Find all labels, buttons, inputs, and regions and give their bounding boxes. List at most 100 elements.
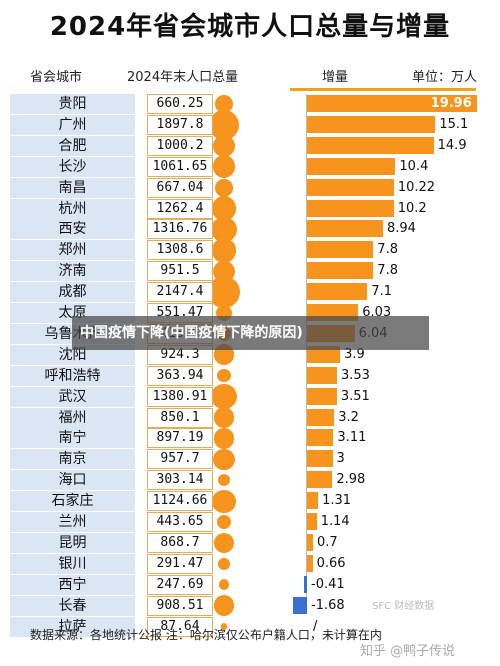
increase-label: 3.11	[337, 430, 367, 446]
increase-label: 7.8	[377, 242, 398, 258]
increase-label: 3.2	[338, 409, 359, 425]
population-value: 2147.4	[147, 282, 213, 303]
increase-bar	[307, 220, 383, 238]
population-bubble	[212, 489, 236, 513]
city-label: 银川	[10, 553, 135, 574]
population-bubble	[211, 237, 237, 263]
city-label: 贵阳	[10, 94, 135, 114]
increase-bar	[307, 157, 396, 175]
population-value: 1061.65	[147, 156, 213, 177]
increase-label: 2.98	[336, 472, 366, 488]
increase-label: 10.2	[397, 200, 427, 216]
increase-label: -1.68	[311, 597, 345, 613]
city-label: 海口	[10, 470, 135, 491]
increase-bar	[303, 575, 307, 593]
population-bubble	[213, 134, 235, 157]
population-bubble	[211, 383, 237, 410]
data-source-note: 数据来源：各地统计公报 注：哈尔滨仅公布户籍人口，未计算在内	[30, 628, 382, 642]
population-value: 1262.4	[147, 198, 213, 219]
chart-title: 2024年省会城市人口总量与增量	[49, 12, 451, 42]
city-label: 昆明	[10, 532, 135, 553]
population-value: 1124.66	[147, 491, 213, 512]
header-unit: 单位：万人	[412, 70, 478, 85]
increase-label: 14.9	[437, 137, 467, 153]
increase-bar	[307, 408, 335, 426]
city-label: 成都	[10, 282, 135, 303]
increase-bar	[307, 366, 337, 384]
population-value: 87.64	[147, 616, 213, 637]
population-bubble	[213, 448, 235, 470]
increase-label: 1.14	[320, 514, 350, 529]
city-label: 郑州	[10, 240, 135, 261]
increase-bar	[307, 450, 333, 468]
header-increase: 增量	[322, 70, 349, 85]
increase-bar	[307, 554, 313, 572]
population-bubble	[213, 428, 235, 449]
city-label: 合肥	[10, 135, 135, 156]
city-label: 石家庄	[10, 491, 135, 512]
population-value: 443.65	[147, 512, 213, 532]
city-label: 南京	[10, 449, 135, 470]
population-value: 1380.91	[147, 386, 213, 407]
zero-axis	[306, 94, 307, 614]
population-bubble	[217, 474, 230, 487]
city-label: 杭州	[10, 198, 135, 219]
increase-label: 0.66	[316, 555, 346, 571]
increase-label: 8.94	[386, 221, 416, 237]
population-bubble	[218, 557, 230, 570]
population-value: 1897.8	[147, 114, 213, 135]
increase-label: 7.1	[371, 284, 393, 300]
city-label: 武汉	[10, 386, 135, 407]
increase-label: /	[313, 618, 318, 634]
increase-bar	[307, 283, 368, 301]
increase-bar	[307, 262, 374, 280]
population-value: 957.7	[147, 449, 213, 470]
population-bubble	[213, 595, 235, 616]
increase-bar	[307, 492, 319, 510]
increase-label: 15.1	[439, 116, 469, 132]
increase-label: 3.51	[340, 388, 370, 404]
population-value: 850.1	[147, 407, 213, 428]
increase-bar	[307, 178, 394, 196]
population-bubble	[217, 369, 231, 383]
corner-watermark: 知乎 @鸭子传说	[360, 644, 456, 659]
city-label: 呼和浩特	[10, 365, 135, 386]
increase-label: 3.9	[344, 346, 365, 362]
population-bubble	[213, 407, 235, 428]
population-value: 908.51	[147, 595, 213, 616]
population-bubble	[211, 216, 237, 242]
population-value: 868.7	[147, 532, 213, 553]
overlay-banner-text: 中国疫情下降(中国疫情下降的原因)	[80, 325, 303, 341]
header-population: 2024年末人口总量	[127, 70, 239, 85]
increase-bar	[307, 533, 313, 551]
header-city: 省会城市	[30, 70, 83, 85]
population-value: 660.25	[147, 94, 213, 114]
increase-label: 10.4	[399, 158, 429, 174]
increase-bar	[307, 95, 477, 112]
increase-label: 1.31	[322, 493, 352, 509]
increase-bar	[292, 596, 307, 614]
city-label: 拉萨	[10, 616, 135, 637]
increase-bar	[307, 199, 394, 217]
city-label: 西宁	[10, 574, 135, 595]
population-value: 247.69	[147, 574, 213, 595]
city-label: 长沙	[10, 156, 135, 177]
corner-logo: SFC 财经数据	[372, 601, 435, 612]
increase-bar	[307, 471, 333, 489]
increase-bar	[307, 136, 434, 154]
population-value: 1000.2	[147, 135, 213, 156]
city-label: 福州	[10, 407, 135, 428]
city-label: 长春	[10, 595, 135, 616]
increase-label: 19.96	[430, 96, 472, 111]
increase-label: 3	[336, 451, 345, 467]
increase-bar	[307, 387, 337, 405]
population-value: 363.94	[147, 365, 213, 386]
population-bubble	[218, 579, 230, 591]
increase-label: 10.22	[397, 179, 436, 195]
increase-bar	[307, 513, 317, 530]
city-label: 兰州	[10, 512, 135, 532]
city-label: 济南	[10, 261, 135, 282]
population-bubble	[220, 623, 228, 630]
population-bubble	[211, 196, 237, 221]
increase-label: 0.7	[316, 534, 338, 550]
